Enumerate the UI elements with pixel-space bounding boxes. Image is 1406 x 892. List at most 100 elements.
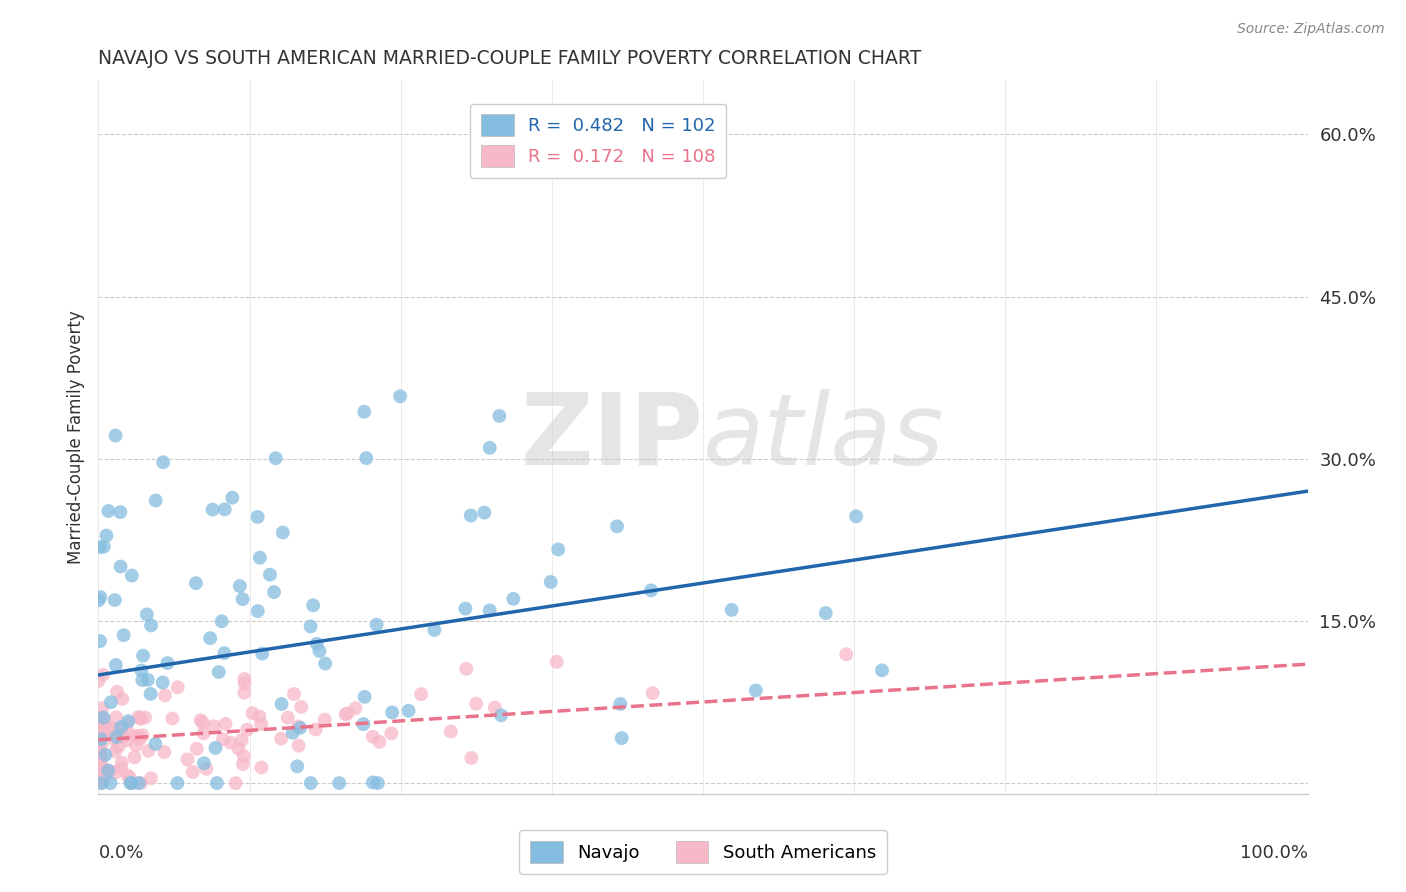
Point: [110, 761, 132, 775]
Point: [381, 706, 404, 720]
Point: [290, 699, 312, 714]
Point: [135, 607, 157, 622]
Point: [111, 692, 134, 706]
Point: [195, 762, 218, 776]
Point: [285, 759, 308, 773]
Point: [356, 451, 378, 466]
Text: atlas: atlas: [703, 389, 945, 485]
Point: [117, 724, 139, 739]
Point: [166, 681, 188, 695]
Point: [745, 683, 768, 698]
Point: [121, 568, 143, 582]
Point: [423, 623, 446, 637]
Point: [353, 690, 375, 704]
Point: [94, 769, 117, 783]
Point: [87, 673, 110, 688]
Point: [232, 749, 254, 764]
Point: [610, 731, 633, 746]
Point: [110, 720, 132, 734]
Point: [105, 710, 128, 724]
Point: [131, 664, 153, 678]
Point: [271, 525, 294, 540]
Point: [328, 776, 350, 790]
Point: [107, 739, 129, 754]
Point: [288, 721, 311, 735]
Point: [465, 697, 488, 711]
Point: [112, 628, 135, 642]
Point: [91, 722, 114, 736]
Point: [104, 732, 127, 747]
Point: [90, 776, 112, 790]
Point: [246, 509, 269, 524]
Point: [104, 428, 127, 442]
Point: [540, 574, 562, 589]
Point: [389, 389, 412, 403]
Point: [472, 506, 495, 520]
Point: [835, 648, 858, 662]
Point: [104, 745, 127, 759]
Point: [112, 730, 135, 744]
Point: [202, 719, 225, 733]
Point: [121, 776, 143, 790]
Point: [308, 644, 330, 658]
Point: [367, 776, 389, 790]
Point: [90, 732, 112, 747]
Point: [93, 764, 115, 779]
Point: [845, 509, 868, 524]
Point: [335, 707, 357, 722]
Point: [110, 505, 132, 519]
Text: Source: ZipAtlas.com: Source: ZipAtlas.com: [1237, 22, 1385, 37]
Point: [120, 776, 142, 790]
Point: [198, 631, 221, 645]
Point: [125, 738, 148, 752]
Point: [488, 409, 510, 423]
Point: [89, 590, 111, 604]
Point: [162, 712, 184, 726]
Legend: Navajo, South Americans: Navajo, South Americans: [519, 830, 887, 874]
Point: [136, 673, 159, 687]
Point: [145, 493, 167, 508]
Point: [502, 591, 524, 606]
Point: [361, 730, 384, 744]
Point: [870, 664, 893, 678]
Point: [214, 646, 236, 660]
Point: [249, 550, 271, 565]
Point: [201, 502, 224, 516]
Point: [231, 733, 253, 747]
Point: [94, 747, 117, 762]
Point: [352, 717, 374, 731]
Point: [489, 708, 512, 723]
Point: [277, 711, 299, 725]
Point: [104, 593, 127, 607]
Point: [305, 637, 328, 651]
Point: [211, 615, 233, 629]
Point: [219, 736, 242, 750]
Point: [110, 559, 132, 574]
Point: [145, 737, 167, 751]
Point: [132, 648, 155, 663]
Point: [131, 728, 153, 742]
Point: [101, 721, 124, 735]
Point: [100, 695, 122, 709]
Text: 100.0%: 100.0%: [1240, 844, 1308, 862]
Point: [91, 701, 114, 715]
Point: [138, 744, 160, 758]
Point: [117, 714, 139, 728]
Point: [232, 592, 254, 607]
Point: [129, 711, 152, 725]
Point: [105, 684, 128, 698]
Point: [232, 757, 254, 772]
Point: [115, 716, 138, 731]
Point: [181, 764, 204, 779]
Point: [478, 441, 501, 455]
Point: [90, 776, 112, 790]
Point: [184, 576, 207, 591]
Point: [814, 606, 837, 620]
Point: [117, 768, 139, 782]
Point: [87, 593, 110, 607]
Point: [134, 711, 156, 725]
Point: [314, 657, 336, 671]
Point: [411, 687, 433, 701]
Point: [233, 672, 256, 686]
Point: [107, 723, 129, 737]
